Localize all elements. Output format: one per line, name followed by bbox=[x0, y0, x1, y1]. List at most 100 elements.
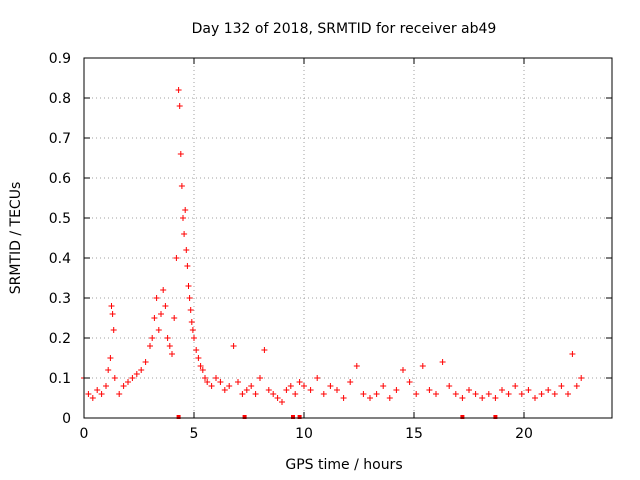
data-point bbox=[158, 311, 164, 317]
data-point bbox=[107, 355, 114, 361]
data-point bbox=[176, 103, 183, 109]
data-point bbox=[279, 399, 285, 405]
data-point bbox=[187, 307, 194, 313]
data-point bbox=[307, 387, 314, 393]
y-tick-label: 0.3 bbox=[49, 291, 71, 307]
data-point bbox=[169, 351, 175, 357]
data-point bbox=[439, 359, 446, 365]
data-point bbox=[327, 383, 334, 389]
data-point bbox=[108, 303, 115, 309]
data-point bbox=[230, 343, 237, 349]
data-point bbox=[208, 383, 215, 389]
data-point bbox=[257, 375, 263, 381]
data-point bbox=[538, 391, 545, 397]
data-point bbox=[340, 395, 347, 401]
data-point bbox=[160, 287, 167, 293]
data-point bbox=[265, 387, 272, 393]
data-point bbox=[472, 391, 479, 397]
data-point bbox=[173, 255, 180, 261]
zero-marker bbox=[297, 415, 302, 419]
data-point bbox=[217, 379, 224, 385]
y-tick-label: 0.2 bbox=[49, 331, 71, 347]
data-point bbox=[111, 375, 118, 381]
data-point bbox=[191, 335, 197, 341]
data-point bbox=[180, 215, 186, 221]
x-axis-label: GPS time / hours bbox=[285, 457, 402, 473]
data-point bbox=[103, 383, 109, 389]
data-point bbox=[353, 363, 360, 369]
data-point bbox=[466, 387, 472, 393]
data-point bbox=[204, 379, 211, 385]
data-point bbox=[149, 335, 156, 341]
data-point bbox=[85, 391, 92, 397]
data-point bbox=[505, 391, 512, 397]
data-point bbox=[532, 395, 538, 401]
data-point bbox=[296, 379, 303, 385]
zero-marker bbox=[242, 415, 247, 419]
data-point bbox=[274, 395, 281, 401]
data-point bbox=[199, 367, 206, 373]
data-point bbox=[446, 383, 453, 389]
y-tick-label: 0.5 bbox=[49, 211, 71, 227]
x-tick-label: 20 bbox=[515, 426, 533, 442]
data-point bbox=[184, 263, 191, 269]
y-tick-label: 0.6 bbox=[49, 171, 71, 187]
data-point bbox=[185, 283, 192, 289]
data-points bbox=[81, 87, 585, 405]
chart-title: Day 132 of 2018, SRMTID for receiver ab4… bbox=[192, 21, 497, 37]
data-point bbox=[153, 295, 160, 301]
x-axis-ticks: 0 5 10 15 20 bbox=[80, 58, 533, 442]
y-axis-label: SRMTID / TECUs bbox=[8, 182, 24, 295]
data-point bbox=[406, 379, 413, 385]
data-point bbox=[94, 387, 101, 393]
data-point bbox=[235, 379, 241, 385]
data-point bbox=[393, 387, 400, 393]
data-point bbox=[551, 391, 558, 397]
y-tick-label: 0.7 bbox=[49, 131, 71, 147]
data-point bbox=[452, 391, 459, 397]
data-point bbox=[558, 383, 565, 389]
data-point bbox=[197, 363, 204, 369]
data-point bbox=[189, 327, 196, 333]
data-point bbox=[261, 347, 268, 353]
data-point bbox=[400, 367, 406, 373]
data-point bbox=[512, 383, 519, 389]
data-point bbox=[334, 387, 340, 393]
data-point bbox=[110, 327, 117, 333]
data-point bbox=[133, 371, 140, 377]
data-point bbox=[239, 391, 246, 397]
data-point bbox=[433, 391, 439, 397]
data-point bbox=[525, 387, 532, 393]
data-point bbox=[193, 347, 200, 353]
data-point bbox=[183, 247, 190, 253]
data-point bbox=[226, 383, 233, 389]
y-tick-label: 0 bbox=[62, 411, 71, 427]
data-point bbox=[492, 395, 499, 401]
data-point bbox=[283, 387, 290, 393]
data-point bbox=[252, 391, 259, 397]
data-point bbox=[499, 387, 505, 393]
data-point bbox=[419, 363, 426, 369]
data-point bbox=[565, 391, 571, 397]
data-point bbox=[177, 151, 184, 157]
y-tick-label: 0.9 bbox=[49, 51, 71, 67]
data-point bbox=[292, 391, 299, 397]
data-point bbox=[301, 383, 307, 389]
data-point bbox=[164, 335, 171, 341]
x-tick-label: 5 bbox=[190, 426, 199, 442]
zero-marker bbox=[291, 415, 295, 419]
data-point bbox=[320, 391, 327, 397]
data-point bbox=[188, 319, 195, 325]
x-tick-label: 0 bbox=[80, 426, 89, 442]
data-point bbox=[213, 375, 219, 381]
data-point bbox=[459, 395, 466, 401]
data-point bbox=[155, 327, 162, 333]
data-point bbox=[248, 383, 255, 389]
data-point bbox=[202, 375, 208, 381]
y-tick-label: 0.4 bbox=[49, 251, 71, 267]
data-point bbox=[287, 383, 294, 389]
data-point bbox=[171, 315, 178, 321]
data-point bbox=[485, 391, 492, 397]
data-point bbox=[162, 303, 169, 309]
data-point bbox=[151, 315, 158, 321]
